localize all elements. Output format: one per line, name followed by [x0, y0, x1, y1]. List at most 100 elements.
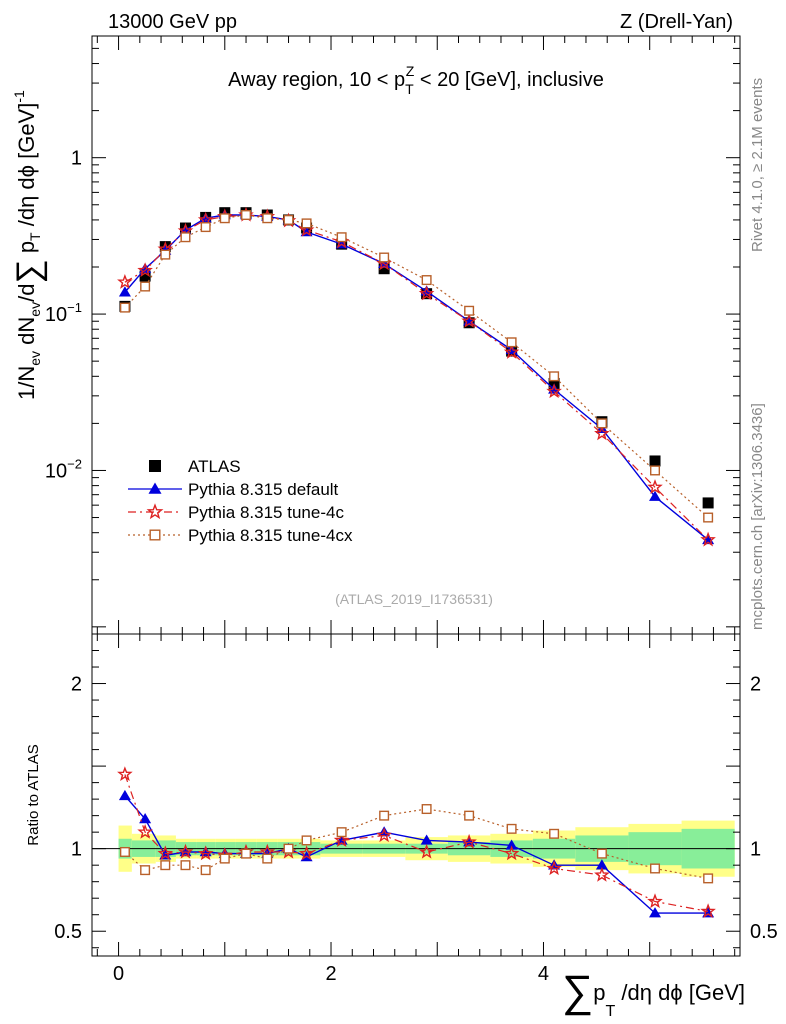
- data-point: [700, 531, 716, 547]
- y-axis-label-text: 1/Nev dNev/d∑ pT /dη dϕ [GeV]-1: [10, 90, 48, 400]
- data-point: [702, 497, 714, 509]
- analysis-watermark: (ATLAS_2019_I1736531): [335, 591, 493, 607]
- ratio-point: [336, 827, 347, 838]
- x-label-sub: T: [605, 1003, 615, 1020]
- data-point: [378, 263, 390, 275]
- series-pythia-8-315-tune-4cx: [119, 210, 714, 523]
- x-label-p: p: [593, 980, 605, 1005]
- data-point: [301, 218, 312, 229]
- ratio-point: [505, 839, 518, 850]
- legend-label: Pythia 8.315 default: [188, 480, 339, 499]
- header-left: 13000 GeV pp: [108, 11, 237, 33]
- main-panel: 10−2 10−1 1 Away region, 10 < pTZ < 20 [Ge…: [45, 35, 741, 635]
- ratio-plot-area: [92, 634, 740, 956]
- ratio-point: [461, 833, 477, 849]
- legend-label: Pythia 8.315 tune-4cx: [188, 526, 353, 545]
- data-point: [139, 270, 151, 282]
- legend-entry: Pythia 8.315 default: [128, 480, 339, 499]
- ratio-point: [379, 810, 390, 821]
- data-point: [379, 252, 390, 263]
- ratio-point: [262, 853, 273, 864]
- ratio-tick-label: 0.5: [54, 921, 82, 943]
- ratio-point: [118, 789, 131, 801]
- main-plot-area: [92, 36, 740, 634]
- legend-label: ATLAS: [188, 457, 241, 476]
- data-point: [140, 281, 151, 292]
- data-point: [336, 232, 347, 243]
- x-label-sum: ∑: [562, 967, 593, 1016]
- ratio-point: [647, 893, 663, 909]
- ratio-point: [594, 866, 610, 882]
- main-y-tick-labels: 10−2 10−1 1: [45, 148, 82, 483]
- ratio-point: [180, 860, 191, 871]
- chart-title: Away region, 10 < pTZ < 20 [GeV], inclus…: [228, 63, 604, 97]
- main-series: [117, 206, 716, 547]
- ratio-point: [241, 848, 252, 859]
- rivet-label: Rivet 4.1.0, ≥ 2.1M events: [749, 78, 766, 252]
- ratio-point: [420, 834, 433, 845]
- data-point: [649, 490, 662, 501]
- data-point: [262, 213, 273, 224]
- data-point: [421, 275, 432, 286]
- ratio-point: [139, 813, 152, 824]
- series-line: [124, 214, 709, 541]
- data-point: [241, 210, 252, 221]
- y-tick-label: 10−1: [45, 300, 82, 326]
- ratio-point: [549, 828, 560, 839]
- ratio-point: [506, 823, 517, 834]
- data-point: [464, 305, 475, 316]
- ratio-y-label: Ratio to ATLAS: [25, 744, 42, 845]
- data-point: [418, 285, 435, 301]
- ratio-series: [117, 766, 716, 919]
- legend-label: Pythia 8.315 tune-4c: [188, 503, 344, 522]
- legend: ATLAS Pythia 8.315 default Pythia 8.315 tu…: [128, 457, 353, 545]
- data-point: [219, 213, 230, 224]
- ratio-point: [301, 835, 312, 846]
- x-tick-label: 2: [325, 963, 336, 985]
- ratio-tick-label-right: 0.5: [750, 921, 778, 943]
- title-sup: Z: [406, 63, 415, 79]
- data-point: [420, 285, 433, 296]
- header-right: Z (Drell-Yan): [620, 11, 733, 33]
- title-post: < 20 [GeV], inclusive: [414, 69, 604, 91]
- data-point: [703, 512, 714, 523]
- data-point: [200, 222, 211, 233]
- x-axis-label: ∑pT /dη dϕ [GeV]: [562, 967, 745, 1020]
- data-point: [118, 286, 131, 297]
- legend-entry: Pythia 8.315 tune-4c: [128, 503, 344, 522]
- ratio-series-pythia-8-315-tune-4c: [117, 766, 716, 919]
- ratio-point: [200, 865, 211, 876]
- data-point: [160, 249, 171, 260]
- ratio-point: [119, 846, 130, 857]
- legend-marker: [148, 482, 162, 494]
- ratio-point: [700, 903, 716, 919]
- ratio-point: [421, 804, 432, 815]
- data-point: [596, 418, 607, 429]
- ratio-point: [177, 843, 194, 859]
- x-tick-label: 4: [538, 963, 549, 985]
- ratio-tick-label-right: 1: [750, 839, 761, 861]
- ratio-point: [596, 848, 607, 859]
- ratio-point: [464, 810, 475, 821]
- ratio-point: [503, 845, 520, 861]
- ratio-series-pythia-8-315-tune-4cx: [119, 804, 714, 884]
- ratio-point: [117, 766, 133, 782]
- title-sub: T: [405, 81, 414, 97]
- legend-entry: Pythia 8.315 tune-4cx: [128, 526, 353, 545]
- data-point: [549, 371, 560, 382]
- data-point: [180, 232, 191, 243]
- main-axis-ticks: [92, 35, 740, 635]
- data-point: [647, 479, 663, 495]
- data-point: [503, 344, 520, 359]
- ratio-point: [140, 865, 151, 876]
- y-tick-label: 10−2: [45, 456, 82, 482]
- ratio-point: [137, 823, 153, 839]
- ratio-y-tick-labels: 0.5 0.5 1 1 2 2: [54, 674, 778, 944]
- legend-marker: [149, 529, 161, 541]
- ratio-point: [333, 832, 350, 848]
- ratio-point: [376, 827, 392, 843]
- ratio-axis-ticks: [92, 634, 740, 956]
- data-point: [137, 262, 153, 278]
- ratio-point: [650, 863, 661, 874]
